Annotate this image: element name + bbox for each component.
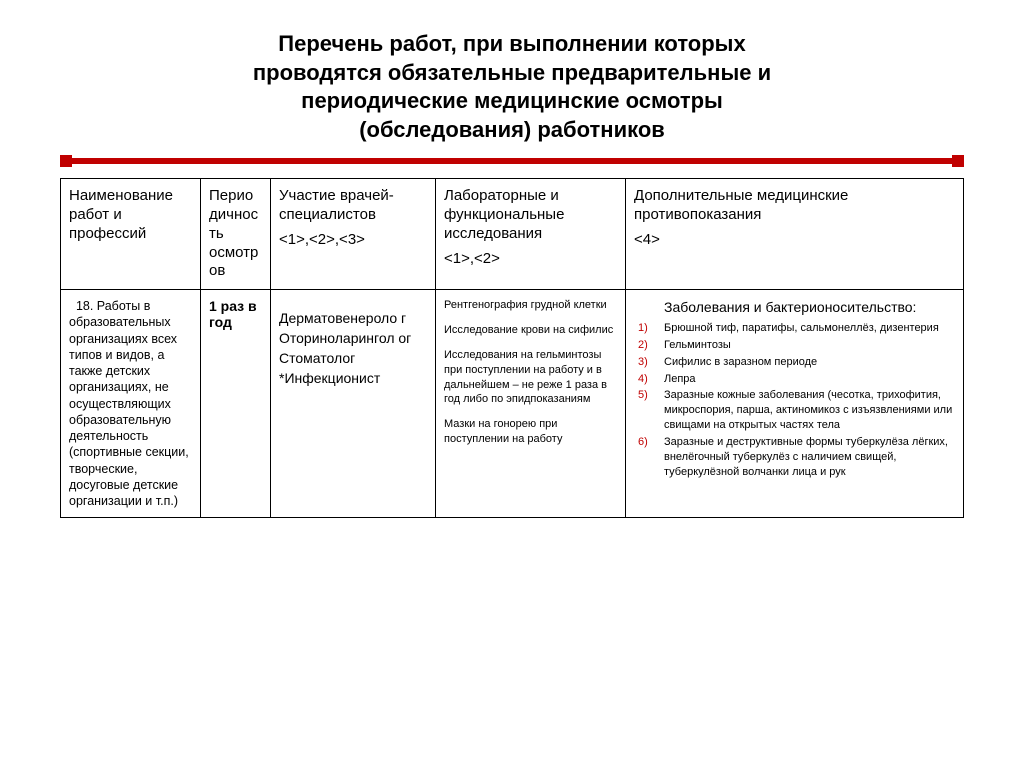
title-line-3: периодические медицинские осмотры <box>80 87 944 116</box>
title-line-1: Перечень работ, при выполнении которых <box>80 30 944 59</box>
header-contra-sub: <4> <box>634 231 955 250</box>
cell-labs: Рентгенография грудной клетки Исследован… <box>436 290 626 518</box>
works-table: Наименование работ и профессий Перио дич… <box>60 178 964 518</box>
table-row: 18. Работы в образовательных организация… <box>61 290 964 518</box>
cell-period: 1 раз в год <box>201 290 271 518</box>
specialist-1: Дерматовенероло г <box>279 310 427 326</box>
contra-list: Брюшной тиф, паратифы, сальмонеллёз, диз… <box>634 321 955 479</box>
cell-contra: Заболевания и бактерионосительство: Брюш… <box>626 290 964 518</box>
header-period: Перио дичнос ть осмотр ов <box>201 179 271 290</box>
title-line-2: проводятся обязательные предварительные … <box>80 59 944 88</box>
title-underline <box>60 158 964 164</box>
header-labs-text: Лабораторные и функциональные исследован… <box>444 187 564 242</box>
lab-4: Мазки на гонорею при поступлении на рабо… <box>444 417 617 447</box>
lab-3: Исследования на гельминтозы при поступле… <box>444 348 617 407</box>
header-works-text: Наименование работ и профессий <box>69 187 173 242</box>
header-labs-sub: <1>,<2> <box>444 250 617 269</box>
slide: Перечень работ, при выполнении которых п… <box>0 0 1024 768</box>
contra-item-2: Гельминтозы <box>634 338 955 353</box>
contra-item-3: Сифилис в заразном периоде <box>634 355 955 370</box>
title-line-4: (обследования) работников <box>80 116 944 145</box>
contra-item-4: Лепра <box>634 372 955 387</box>
header-labs: Лабораторные и функциональные исследован… <box>436 179 626 290</box>
cell-works: 18. Работы в образовательных организация… <box>61 290 201 518</box>
header-contra-text: Дополнительные медицинские противопоказа… <box>634 187 848 223</box>
header-period-text: Перио дичнос ть осмотр ов <box>209 187 258 279</box>
contra-item-6: Заразные и деструктивные формы туберкулё… <box>634 435 955 480</box>
specialists-list: Дерматовенероло г Оториноларингол ог Сто… <box>279 310 427 386</box>
header-specialists-sub: <1>,<2>,<3> <box>279 231 427 250</box>
specialist-3: Стоматолог <box>279 350 427 366</box>
works-text: 18. Работы в образовательных организация… <box>69 299 192 508</box>
specialist-2: Оториноларингол ог <box>279 330 427 346</box>
contra-item-1: Брюшной тиф, паратифы, сальмонеллёз, диз… <box>634 321 955 336</box>
header-contra: Дополнительные медицинские противопоказа… <box>626 179 964 290</box>
slide-title: Перечень работ, при выполнении которых п… <box>60 30 964 152</box>
header-specialists-text: Участие врачей-специалистов <box>279 187 394 223</box>
header-specialists: Участие врачей-специалистов <1>,<2>,<3> <box>271 179 436 290</box>
contra-heading: Заболевания и бактерионосительство: <box>634 298 955 317</box>
table-header-row: Наименование работ и профессий Перио дич… <box>61 179 964 290</box>
cell-specialists: Дерматовенероло г Оториноларингол ог Сто… <box>271 290 436 518</box>
contra-item-5: Заразные кожные заболевания (чесотка, тр… <box>634 388 955 433</box>
header-works: Наименование работ и профессий <box>61 179 201 290</box>
period-text: 1 раз в год <box>209 298 257 330</box>
lab-1: Рентгенография грудной клетки <box>444 298 617 313</box>
specialist-4: *Инфекционист <box>279 370 427 386</box>
lab-2: Исследование крови на сифилис <box>444 323 617 338</box>
